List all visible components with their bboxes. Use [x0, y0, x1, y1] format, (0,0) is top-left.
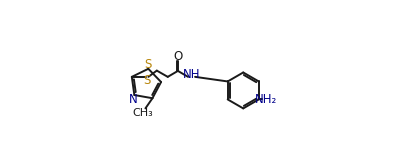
Text: S: S — [144, 58, 151, 71]
Text: NH: NH — [183, 68, 201, 81]
Text: O: O — [173, 50, 182, 63]
Text: N: N — [129, 93, 138, 106]
Text: NH₂: NH₂ — [255, 93, 277, 106]
Text: CH₃: CH₃ — [133, 108, 154, 118]
Text: S: S — [143, 74, 150, 87]
